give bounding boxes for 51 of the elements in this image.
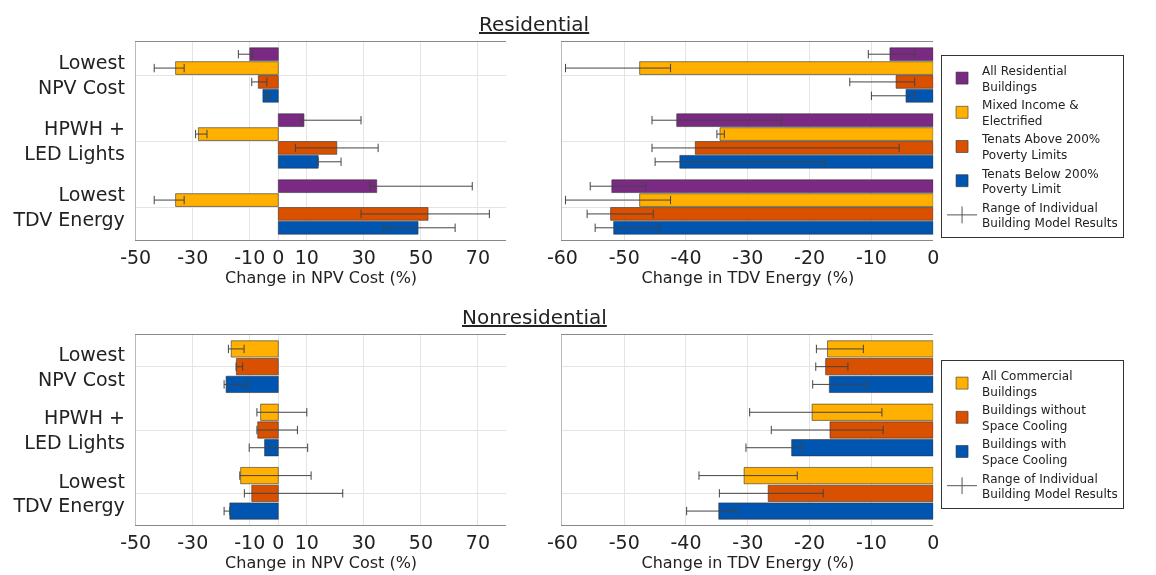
x-tick-label: 0 <box>272 530 285 553</box>
x-tick-label: -20 <box>794 245 826 268</box>
x-tick-label: 0 <box>272 245 285 268</box>
x-tick-label: 10 <box>294 530 319 553</box>
x-tick-label: -10 <box>234 245 266 268</box>
x-tick-label: 50 <box>408 530 434 553</box>
text: Range of Individual Building Model Results <box>982 200 1118 231</box>
text: Range of Individual Building Model Results <box>982 471 1118 502</box>
chart-title: Nonresidential <box>462 305 607 329</box>
x-tick-label: 70 <box>465 530 491 553</box>
x-tick-label: 0 <box>927 530 940 553</box>
y-tick-label: Lowest TDV Energy <box>12 469 125 517</box>
x-tick-label: -20 <box>794 530 826 553</box>
x-tick-label: -10 <box>234 530 266 553</box>
x-tick-label: -60 <box>546 530 578 553</box>
x-axis-title: Change in TDV Energy (%) <box>641 552 855 572</box>
x-tick-label: -50 <box>608 530 640 553</box>
y-tick-label: Lowest NPV Cost <box>37 51 125 98</box>
x-tick-label: -30 <box>177 245 209 268</box>
x-tick-label: -50 <box>120 530 152 553</box>
x-axis-title: Change in TDV Energy (%) <box>641 267 855 287</box>
chart-title: Residential <box>479 12 590 36</box>
x-tick-label: 30 <box>351 245 376 268</box>
x-tick-label: -30 <box>732 245 764 268</box>
x-tick-label: -50 <box>120 245 152 268</box>
x-tick-label: 50 <box>408 245 434 268</box>
legend-label: Buildings without Space Cooling <box>982 403 1087 433</box>
x-tick-label: 0 <box>927 245 940 268</box>
y-tick-label: Lowest NPV Cost <box>37 342 125 390</box>
x-tick-label: -40 <box>670 530 702 553</box>
x-tick-label: 30 <box>351 530 376 553</box>
y-tick-label: Lowest TDV Energy <box>12 183 125 230</box>
x-tick-label: 10 <box>294 245 319 268</box>
legend-label: Tenats Above 200% Poverty Limits <box>981 132 1101 162</box>
x-axis-title: Change in NPV Cost (%) <box>225 552 418 572</box>
y-tick-label: HPWH + LED Lights <box>24 117 125 164</box>
legend-label: All Residential Buildings <box>982 63 1067 94</box>
legend-label: Buildings with Space Cooling <box>982 437 1068 467</box>
x-axis-title: Change in NPV Cost (%) <box>225 267 418 287</box>
x-tick-label: -50 <box>608 245 640 268</box>
x-tick-label: -30 <box>177 530 209 553</box>
x-tick-label: -60 <box>546 245 578 268</box>
y-tick-label: HPWH + LED Lights <box>24 406 125 453</box>
x-tick-label: -10 <box>855 530 887 553</box>
legend-label: Tenats Below 200% Poverty Limit <box>981 166 1099 197</box>
x-tick-label: -10 <box>855 245 887 268</box>
legend-label: Mixed Income & Electrified <box>982 98 1079 128</box>
x-tick-label: 70 <box>465 245 491 268</box>
x-tick-label: -30 <box>732 530 764 553</box>
legend-label: All Commercial Buildings <box>982 368 1073 399</box>
x-tick-label: -40 <box>670 245 702 268</box>
